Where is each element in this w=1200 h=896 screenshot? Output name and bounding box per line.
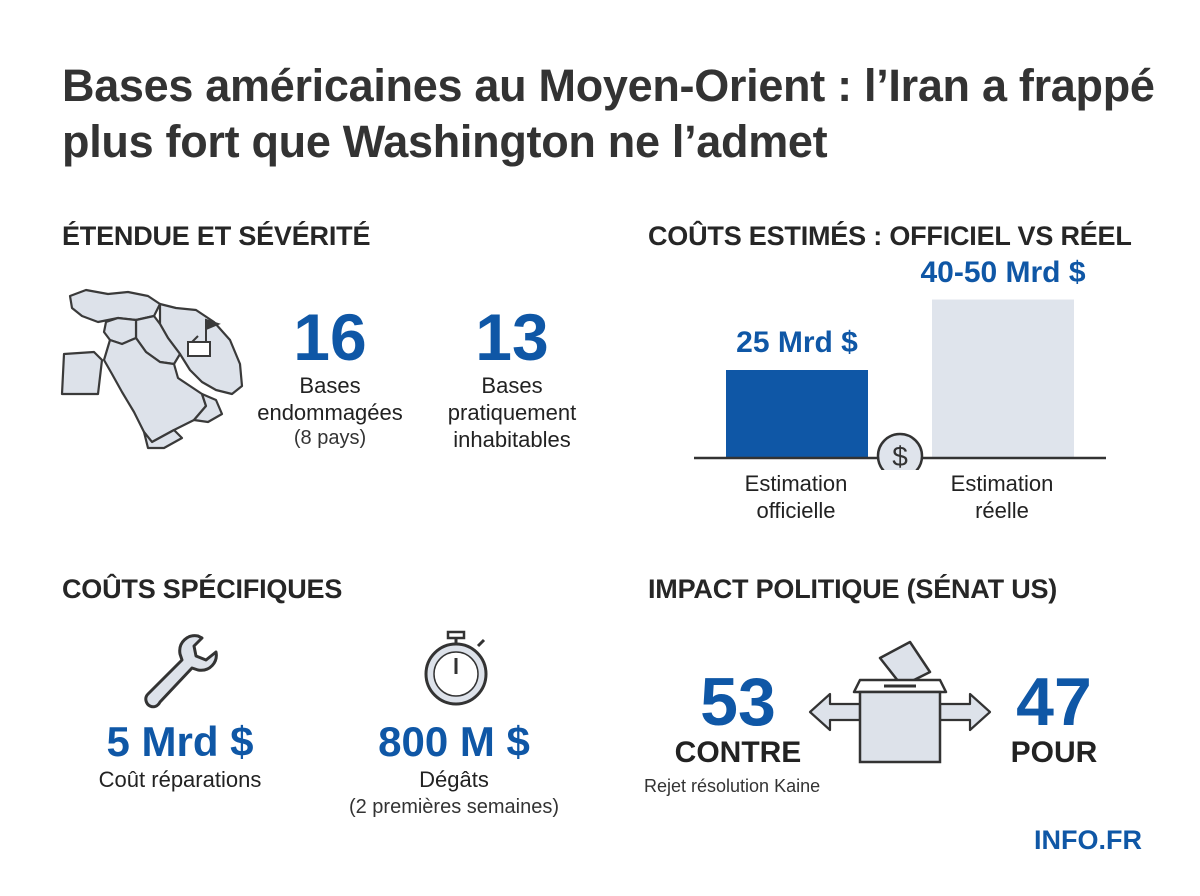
page-title: Bases américaines au Moyen-Orient : l’Ir…	[62, 60, 1155, 167]
bar-value-label-official: 25 Mrd $	[736, 326, 858, 359]
stat-value: 16	[293, 300, 367, 374]
cost-sub: (2 premières semaines)	[348, 796, 560, 818]
extent-heading: ÉTENDUE ET SÉVÉRITÉ	[62, 221, 371, 251]
stat-sub: (8 pays)	[293, 427, 367, 449]
costs-heading: COÛTS ESTIMÉS : OFFICIEL VS RÉEL	[648, 221, 1132, 251]
stopwatch-icon	[424, 630, 488, 706]
brand-logo: INFO.FR	[1034, 825, 1142, 855]
category-label-line: officielle	[756, 498, 836, 523]
cost-repairs: 5 Mrd $ Coût réparations	[60, 718, 300, 794]
stat-label-line: endommagées	[257, 400, 403, 425]
category-label-real: Estimation réelle	[914, 470, 1090, 524]
svg-text:$: $	[892, 441, 908, 470]
category-label-line: réelle	[975, 498, 1029, 523]
vote-for-count: 47	[1016, 664, 1092, 740]
bar-official	[726, 370, 868, 458]
cost-value: 800 M $	[378, 718, 530, 765]
cost-label: Coût réparations	[98, 767, 262, 792]
dollar-coin-icon: $	[876, 432, 924, 470]
middle-east-map-icon	[60, 288, 244, 450]
category-label-official: Estimation officielle	[708, 470, 884, 524]
category-label-line: Estimation	[744, 471, 848, 496]
bar-real	[932, 299, 1074, 458]
politics-heading: IMPACT POLITIQUE (SÉNAT US)	[648, 574, 1058, 604]
vote-note: Rejet résolution Kaine	[644, 776, 821, 796]
bar-value-label-real: 40-50 Mrd $	[920, 255, 1086, 289]
category-label-line: Estimation	[950, 471, 1054, 496]
vote-against-count: 53	[700, 664, 776, 740]
stat-label-line: Bases	[481, 373, 543, 398]
cost-value: 5 Mrd $	[106, 718, 254, 765]
stat-label-line: Bases	[299, 373, 361, 398]
cost-bar-chart: $	[694, 299, 1106, 470]
vote-for-label: POUR	[1010, 736, 1098, 769]
vote-against-label: CONTRE	[674, 736, 802, 769]
stat-value: 13	[475, 300, 549, 374]
stat-label-line: inhabitables	[453, 427, 571, 452]
specific-heading: COÛTS SPÉCIFIQUES	[62, 574, 343, 604]
cost-damages: 800 M $ Dégâts (2 premières semaines)	[334, 718, 574, 820]
stat-uninhabitable-bases: 13 Bases pratiquement inhabitables	[422, 302, 602, 453]
cost-label: Dégâts	[419, 767, 489, 792]
stat-damaged-bases: 16 Bases endommagées (8 pays)	[240, 302, 420, 451]
wrench-icon	[144, 634, 218, 709]
stat-label-line: pratiquement	[447, 400, 577, 425]
ballot-box-icon	[808, 640, 992, 764]
